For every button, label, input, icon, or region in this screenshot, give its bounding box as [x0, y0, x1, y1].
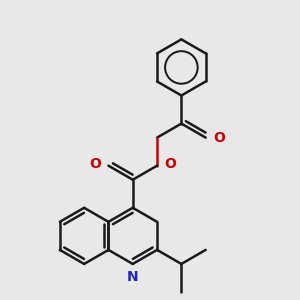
Text: O: O	[89, 157, 101, 171]
Text: O: O	[213, 130, 225, 145]
Text: N: N	[127, 270, 139, 284]
Text: O: O	[164, 157, 176, 171]
